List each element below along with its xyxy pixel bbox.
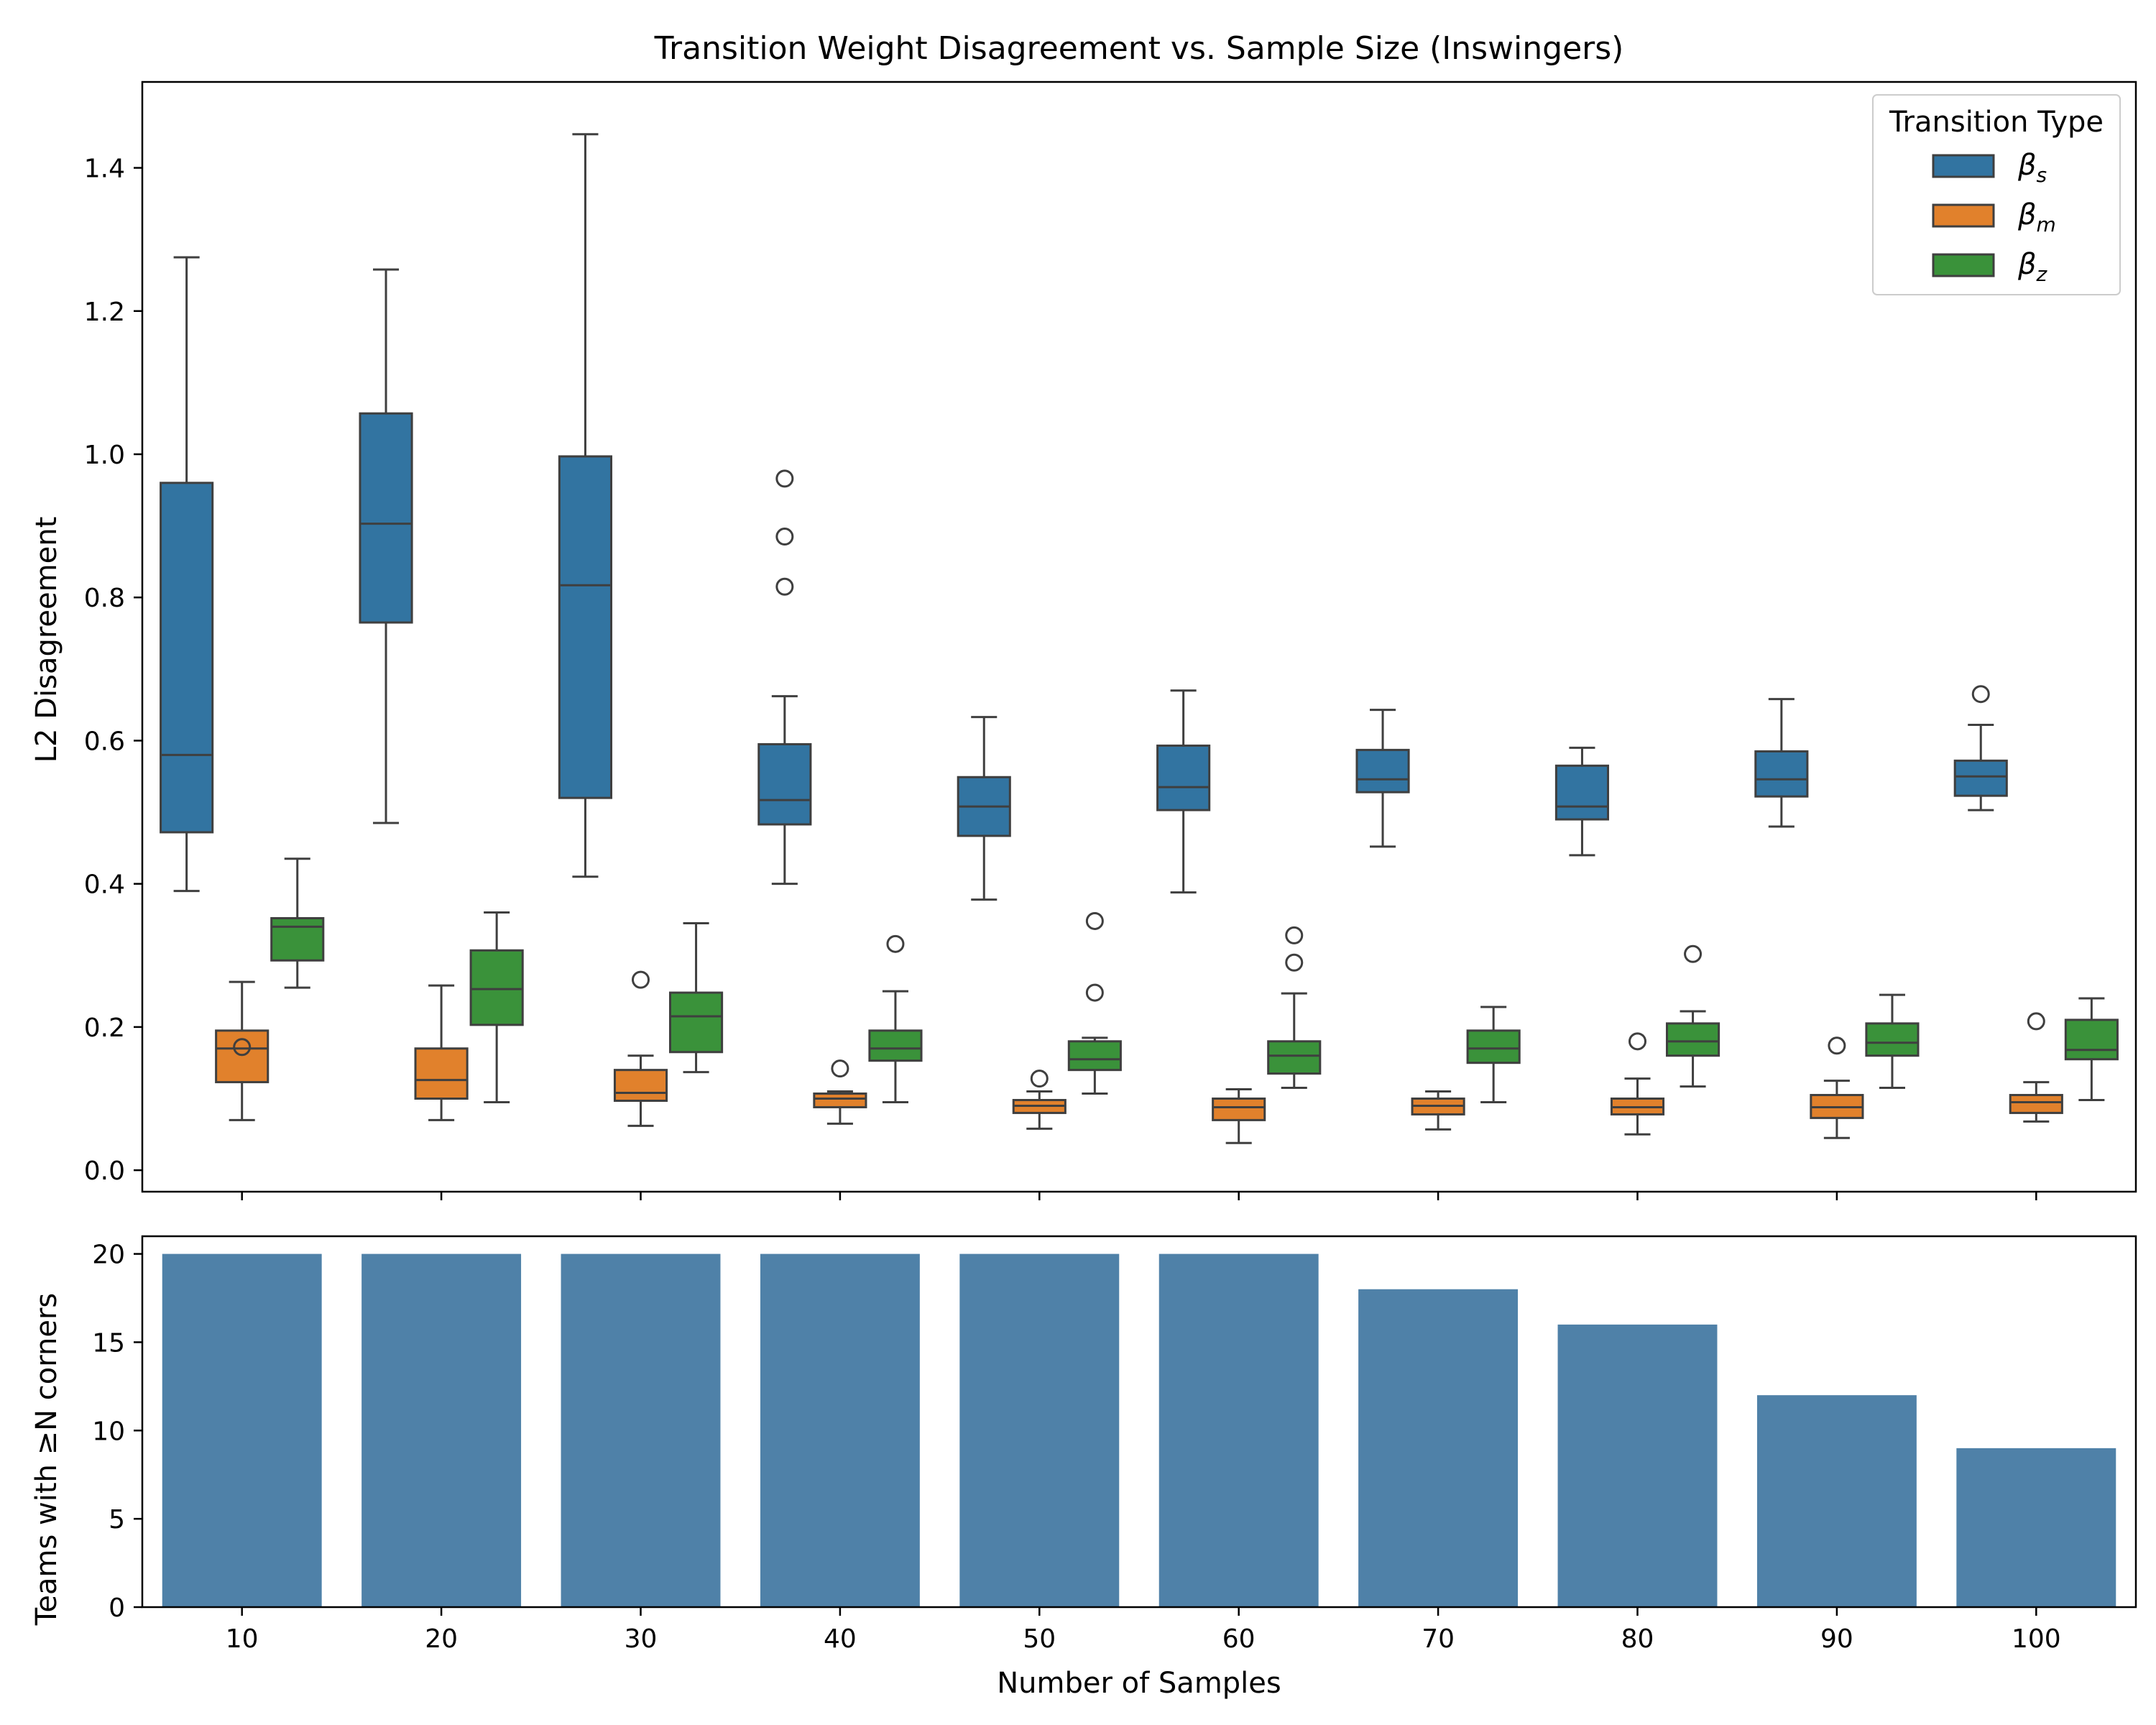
y-tick-label: 1.2 bbox=[84, 298, 125, 327]
x-tick-label: 30 bbox=[625, 1624, 658, 1654]
barchart-frame bbox=[141, 1235, 2137, 1609]
legend-swatch-beta-m bbox=[1932, 203, 1995, 228]
y-tick-label: 0.4 bbox=[84, 870, 125, 900]
x-tick-label: 80 bbox=[1621, 1624, 1654, 1654]
box-beta-z-10 bbox=[270, 916, 325, 962]
bar-10 bbox=[162, 1254, 322, 1607]
x-tick-label: 10 bbox=[226, 1624, 259, 1654]
box-beta-s-40 bbox=[757, 742, 812, 826]
outlier-beta-s-40-1 bbox=[775, 528, 794, 546]
outlier-beta-z-50-1 bbox=[1085, 983, 1104, 1002]
box-beta-m-60 bbox=[1212, 1098, 1266, 1121]
bar-y-tick-label: 15 bbox=[92, 1328, 125, 1358]
barchart-panel: Teams with ≥N corners Number of Samples … bbox=[30, 1235, 2137, 1700]
legend-title: Transition Type bbox=[1889, 106, 2104, 139]
y-tick-label: 0.2 bbox=[84, 1013, 125, 1043]
box-beta-s-100 bbox=[1953, 759, 2008, 797]
outlier-beta-m-50-0 bbox=[1030, 1070, 1049, 1088]
bar-80 bbox=[1557, 1324, 1718, 1607]
box-beta-m-40 bbox=[813, 1092, 867, 1108]
bar-90 bbox=[1756, 1395, 1917, 1607]
box-beta-z-30 bbox=[668, 991, 724, 1054]
y-tick-label: 0.0 bbox=[84, 1156, 125, 1186]
x-tick-label: 70 bbox=[1422, 1624, 1455, 1654]
box-beta-s-80 bbox=[1554, 764, 1610, 821]
outlier-beta-z-80-0 bbox=[1684, 944, 1703, 963]
box-beta-s-90 bbox=[1754, 750, 1809, 798]
box-beta-z-60 bbox=[1267, 1040, 1322, 1075]
boxplot-marks bbox=[160, 133, 2119, 1144]
box-beta-m-100 bbox=[2009, 1094, 2063, 1114]
y-axis-label: L2 Disagreement bbox=[30, 517, 63, 763]
outlier-beta-m-40-0 bbox=[831, 1059, 849, 1078]
x-tick-label: 100 bbox=[2012, 1624, 2061, 1654]
box-beta-s-30 bbox=[558, 455, 613, 799]
bar-20 bbox=[361, 1254, 522, 1607]
x-tick-label: 60 bbox=[1222, 1624, 1256, 1654]
box-beta-m-20 bbox=[414, 1047, 469, 1100]
box-beta-z-90 bbox=[1865, 1022, 1920, 1057]
bar-30 bbox=[561, 1254, 721, 1607]
outlier-beta-m-30-0 bbox=[632, 970, 650, 989]
box-beta-s-10 bbox=[160, 482, 214, 834]
x-tick-label: 20 bbox=[425, 1624, 458, 1654]
bar-y-tick-label: 20 bbox=[92, 1241, 125, 1270]
bar-y-tick-label: 0 bbox=[109, 1593, 125, 1623]
bar-50 bbox=[959, 1254, 1120, 1607]
y-tick-label: 1.0 bbox=[84, 441, 125, 470]
bar-y-tick-label: 10 bbox=[92, 1417, 125, 1446]
outlier-beta-m-100-0 bbox=[2027, 1012, 2045, 1031]
outlier-beta-m-80-0 bbox=[1628, 1032, 1646, 1051]
y-tick-label: 0.6 bbox=[84, 727, 125, 756]
bar-70 bbox=[1358, 1289, 1519, 1607]
outlier-beta-z-40-0 bbox=[886, 934, 905, 953]
box-beta-m-30 bbox=[613, 1069, 668, 1102]
outlier-beta-z-50-0 bbox=[1085, 911, 1104, 930]
bar-y-axis-label: Teams with ≥N corners bbox=[30, 1293, 63, 1626]
box-beta-s-20 bbox=[359, 412, 413, 624]
box-beta-s-70 bbox=[1355, 748, 1410, 794]
outlier-beta-m-10-0 bbox=[233, 1038, 252, 1057]
x-tick-label: 90 bbox=[1820, 1624, 1853, 1654]
bar-40 bbox=[760, 1254, 920, 1607]
boxplot-frame bbox=[141, 80, 2137, 1193]
y-tick-label: 1.4 bbox=[84, 155, 125, 184]
legend-swatch-beta-z bbox=[1932, 253, 1995, 277]
chart-title: Transition Weight Disagreement vs. Sampl… bbox=[654, 30, 1624, 67]
legend-swatch-beta-s bbox=[1932, 154, 1995, 178]
box-beta-z-50 bbox=[1067, 1040, 1122, 1072]
bar-100 bbox=[1956, 1448, 2116, 1607]
box-beta-s-60 bbox=[1156, 744, 1211, 811]
box-beta-z-20 bbox=[469, 949, 524, 1026]
legend: Transition Type βs βm βz bbox=[1872, 94, 2121, 295]
box-beta-z-100 bbox=[2064, 1018, 2119, 1061]
x-axis-label: Number of Samples bbox=[997, 1667, 1281, 1700]
box-beta-z-80 bbox=[1665, 1022, 1720, 1057]
outlier-beta-s-100-0 bbox=[1971, 685, 1990, 704]
y-tick-label: 0.8 bbox=[84, 584, 125, 613]
bar-60 bbox=[1158, 1254, 1319, 1607]
outlier-beta-z-60-0 bbox=[1285, 926, 1304, 944]
bar-y-tick-label: 5 bbox=[109, 1505, 125, 1535]
legend-frame bbox=[1872, 94, 2121, 295]
box-beta-z-40 bbox=[868, 1029, 923, 1062]
outlier-beta-s-40-0 bbox=[775, 469, 794, 488]
x-tick-label: 50 bbox=[1023, 1624, 1056, 1654]
outlier-beta-m-90-0 bbox=[1828, 1036, 1846, 1055]
boxplot-axes: 0.0 0.2 0.4 0.6 0.8 1.0 1.2 1.4 bbox=[84, 80, 2137, 1200]
outlier-beta-z-60-1 bbox=[1285, 953, 1304, 972]
legend-label-beta-m: βm bbox=[2017, 198, 2056, 236]
x-tick-label: 40 bbox=[824, 1624, 857, 1654]
outlier-beta-s-40-2 bbox=[775, 577, 794, 596]
legend-label-beta-z: βz bbox=[2017, 248, 2048, 286]
bar-marks bbox=[162, 1254, 2116, 1607]
boxplot-panel: Transition Weight Disagreement vs. Sampl… bbox=[30, 30, 2137, 1200]
legend-label-beta-s: βs bbox=[2017, 149, 2047, 187]
bar-axes: 0 5 10 15 20 10 20 30 40 50 60 70 80 90 100 bbox=[92, 1235, 2137, 1654]
box-beta-z-70 bbox=[1466, 1029, 1521, 1064]
